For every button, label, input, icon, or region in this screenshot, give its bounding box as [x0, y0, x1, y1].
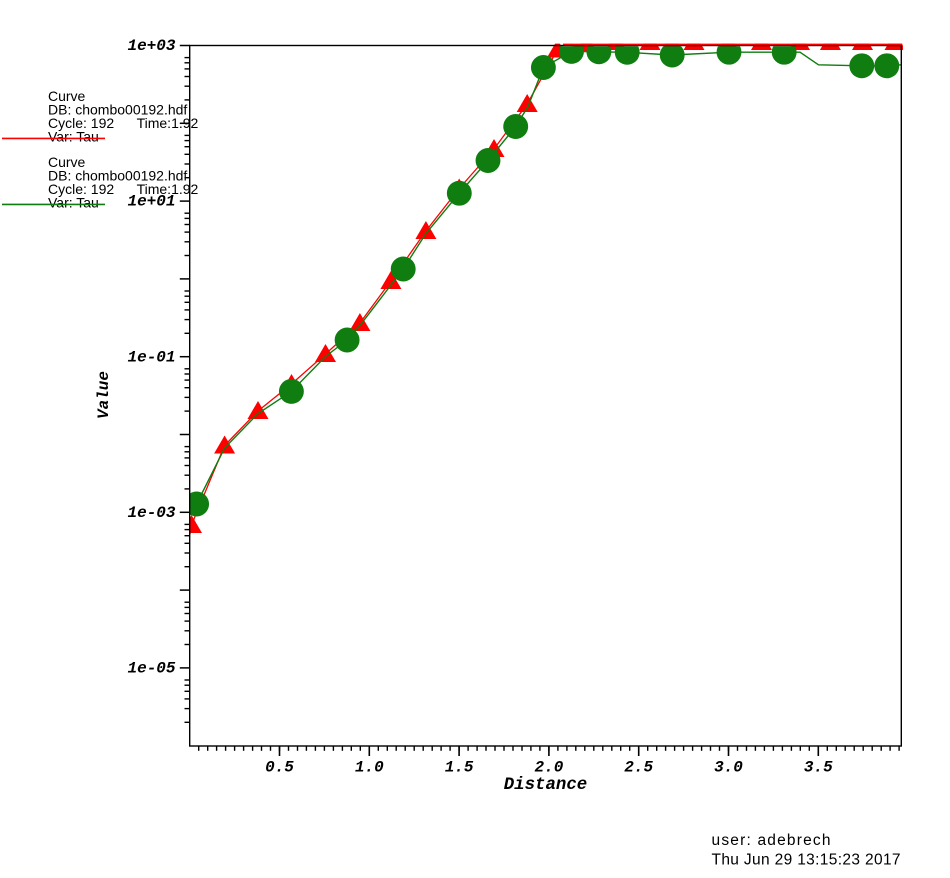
- svg-text:1.5: 1.5: [445, 758, 474, 776]
- svg-text:1e-03: 1e-03: [127, 504, 175, 522]
- svg-text:DB: chombo00192.hdf: DB: chombo00192.hdf: [48, 101, 187, 117]
- svg-text:1e+01: 1e+01: [127, 193, 175, 211]
- svg-text:3.5: 3.5: [804, 758, 833, 776]
- svg-text:Thu Jun 29 13:15:23 2017: Thu Jun 29 13:15:23 2017: [712, 851, 901, 868]
- svg-text:Time:1.92: Time:1.92: [137, 115, 199, 131]
- svg-text:Time:1.92: Time:1.92: [137, 181, 199, 197]
- svg-text:Var: Tau: Var: Tau: [48, 128, 99, 144]
- svg-text:Distance: Distance: [504, 776, 588, 795]
- svg-text:2.5: 2.5: [624, 758, 653, 776]
- svg-text:DB: chombo00192.hdf: DB: chombo00192.hdf: [48, 167, 187, 183]
- svg-text:Value: Value: [95, 371, 113, 419]
- svg-text:0.5: 0.5: [265, 758, 294, 776]
- svg-text:user: adebrech: user: adebrech: [712, 832, 832, 849]
- svg-text:1e+03: 1e+03: [127, 37, 175, 55]
- svg-text:Cycle: 192: Cycle: 192: [48, 181, 114, 197]
- svg-text:1e-01: 1e-01: [127, 348, 175, 366]
- svg-text:1.0: 1.0: [355, 758, 384, 776]
- svg-text:2.0: 2.0: [534, 758, 563, 776]
- svg-text:Curve: Curve: [48, 154, 86, 170]
- svg-text:Curve: Curve: [48, 88, 86, 104]
- svg-text:1e-05: 1e-05: [127, 660, 175, 678]
- svg-text:Cycle: 192: Cycle: 192: [48, 115, 114, 131]
- svg-text:3.0: 3.0: [714, 758, 743, 776]
- svg-text:Var: Tau: Var: Tau: [48, 194, 99, 210]
